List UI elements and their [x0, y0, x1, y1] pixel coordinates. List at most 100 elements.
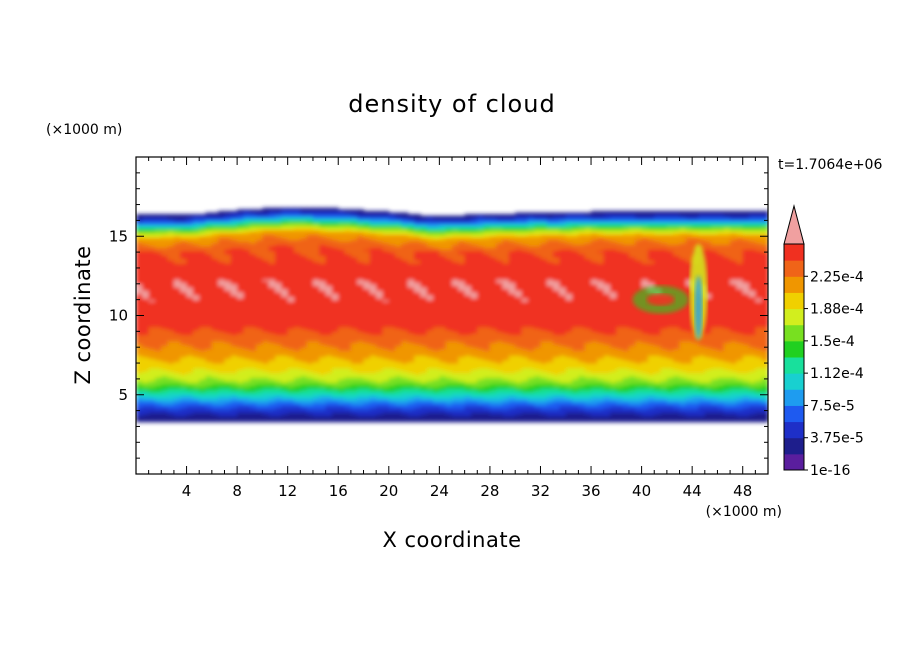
field-cell: [338, 223, 346, 226]
field-cell: [218, 388, 226, 391]
field-cell: [154, 409, 162, 412]
field-cell: [237, 248, 245, 252]
field-cell: [344, 353, 352, 356]
field-cell: [249, 344, 257, 347]
field-cell: [294, 383, 301, 386]
field-cell: [319, 347, 327, 350]
field-cell: [180, 356, 188, 359]
field-cell: [300, 241, 308, 244]
field-cell: [300, 299, 308, 302]
field-cell: [300, 282, 308, 285]
field-cell: [148, 231, 156, 234]
field-cell: [230, 293, 238, 296]
field-cell: [161, 364, 169, 367]
field-cell: [136, 375, 143, 378]
field-cell: [186, 271, 194, 274]
field-cell: [287, 215, 295, 218]
field-cell: [148, 217, 156, 220]
field-cell: [294, 345, 301, 348]
field-cell: [319, 418, 327, 421]
field-cell: [180, 325, 188, 328]
field-cell: [186, 305, 194, 309]
field-cell: [256, 288, 263, 291]
field-cell: [249, 418, 257, 421]
field-cell: [331, 388, 339, 391]
field-cell: [331, 217, 339, 220]
field-cell: [218, 215, 226, 218]
field-cell: [192, 396, 200, 399]
field-cell: [306, 264, 314, 267]
field-cell: [281, 356, 289, 359]
field-cell: [205, 415, 213, 418]
field-cell: [294, 242, 301, 245]
field-cell: [154, 267, 162, 271]
field-cell: [136, 264, 143, 267]
field-cell: [268, 382, 276, 385]
field-cell: [243, 305, 251, 309]
field-cell: [325, 325, 333, 328]
field-cell: [192, 220, 200, 223]
field-cell: [357, 209, 365, 212]
field-cell: [268, 305, 276, 309]
field-cell: [256, 218, 263, 222]
field-cell: [319, 397, 327, 401]
field-cell: [173, 366, 181, 369]
field-cell: [230, 336, 238, 339]
field-cell: [211, 351, 219, 355]
field-cell: [224, 382, 232, 385]
field-cell: [344, 340, 352, 344]
field-cell: [199, 309, 207, 312]
field-cell: [275, 317, 282, 320]
field-cell: [237, 223, 245, 226]
field-cell: [205, 296, 213, 299]
field-cell: [167, 326, 175, 329]
field-cell: [243, 321, 251, 325]
field-cell: [344, 336, 352, 339]
field-cell: [173, 234, 181, 237]
field-cell: [331, 347, 339, 350]
field-cell: [148, 293, 156, 296]
field-cell: [218, 267, 226, 271]
field-cell: [300, 285, 308, 288]
field-cell: [199, 229, 207, 233]
field-cell: [167, 364, 175, 367]
field-cell: [199, 298, 207, 301]
field-cell: [338, 256, 346, 260]
field-cell: [167, 418, 175, 421]
field-cell: [224, 318, 232, 321]
field-cell: [237, 236, 245, 239]
field-cell: [306, 307, 314, 310]
field-cell: [161, 239, 169, 242]
field-cell: [312, 390, 320, 393]
field-cell: [256, 245, 263, 248]
field-cell: [300, 342, 308, 345]
field-cell: [281, 366, 289, 369]
field-cell: [205, 318, 213, 321]
field-cell: [148, 366, 156, 369]
field-cell: [173, 237, 181, 241]
field-cell: [224, 218, 232, 222]
field-cell: [319, 382, 327, 385]
field-cell: [167, 415, 175, 418]
field-cell: [199, 225, 207, 228]
field-cell: [262, 361, 270, 364]
field-cell: [249, 282, 257, 285]
field-cell: [249, 218, 257, 222]
field-cell: [325, 420, 333, 423]
field-cell: [192, 229, 200, 233]
field-cell: [136, 328, 143, 331]
field-cell: [199, 245, 207, 248]
field-cell: [180, 223, 188, 226]
field-cell: [224, 361, 232, 364]
field-cell: [199, 307, 207, 310]
field-cell: [142, 407, 150, 410]
field-cell: [205, 239, 213, 242]
field-cell: [167, 267, 175, 271]
field-cell: [243, 252, 251, 255]
field-cell: [173, 304, 181, 307]
field-cell: [325, 241, 333, 244]
field-cell: [300, 264, 308, 267]
field-cell: [167, 226, 175, 229]
field-cell: [319, 351, 327, 355]
field-cell: [136, 336, 143, 339]
